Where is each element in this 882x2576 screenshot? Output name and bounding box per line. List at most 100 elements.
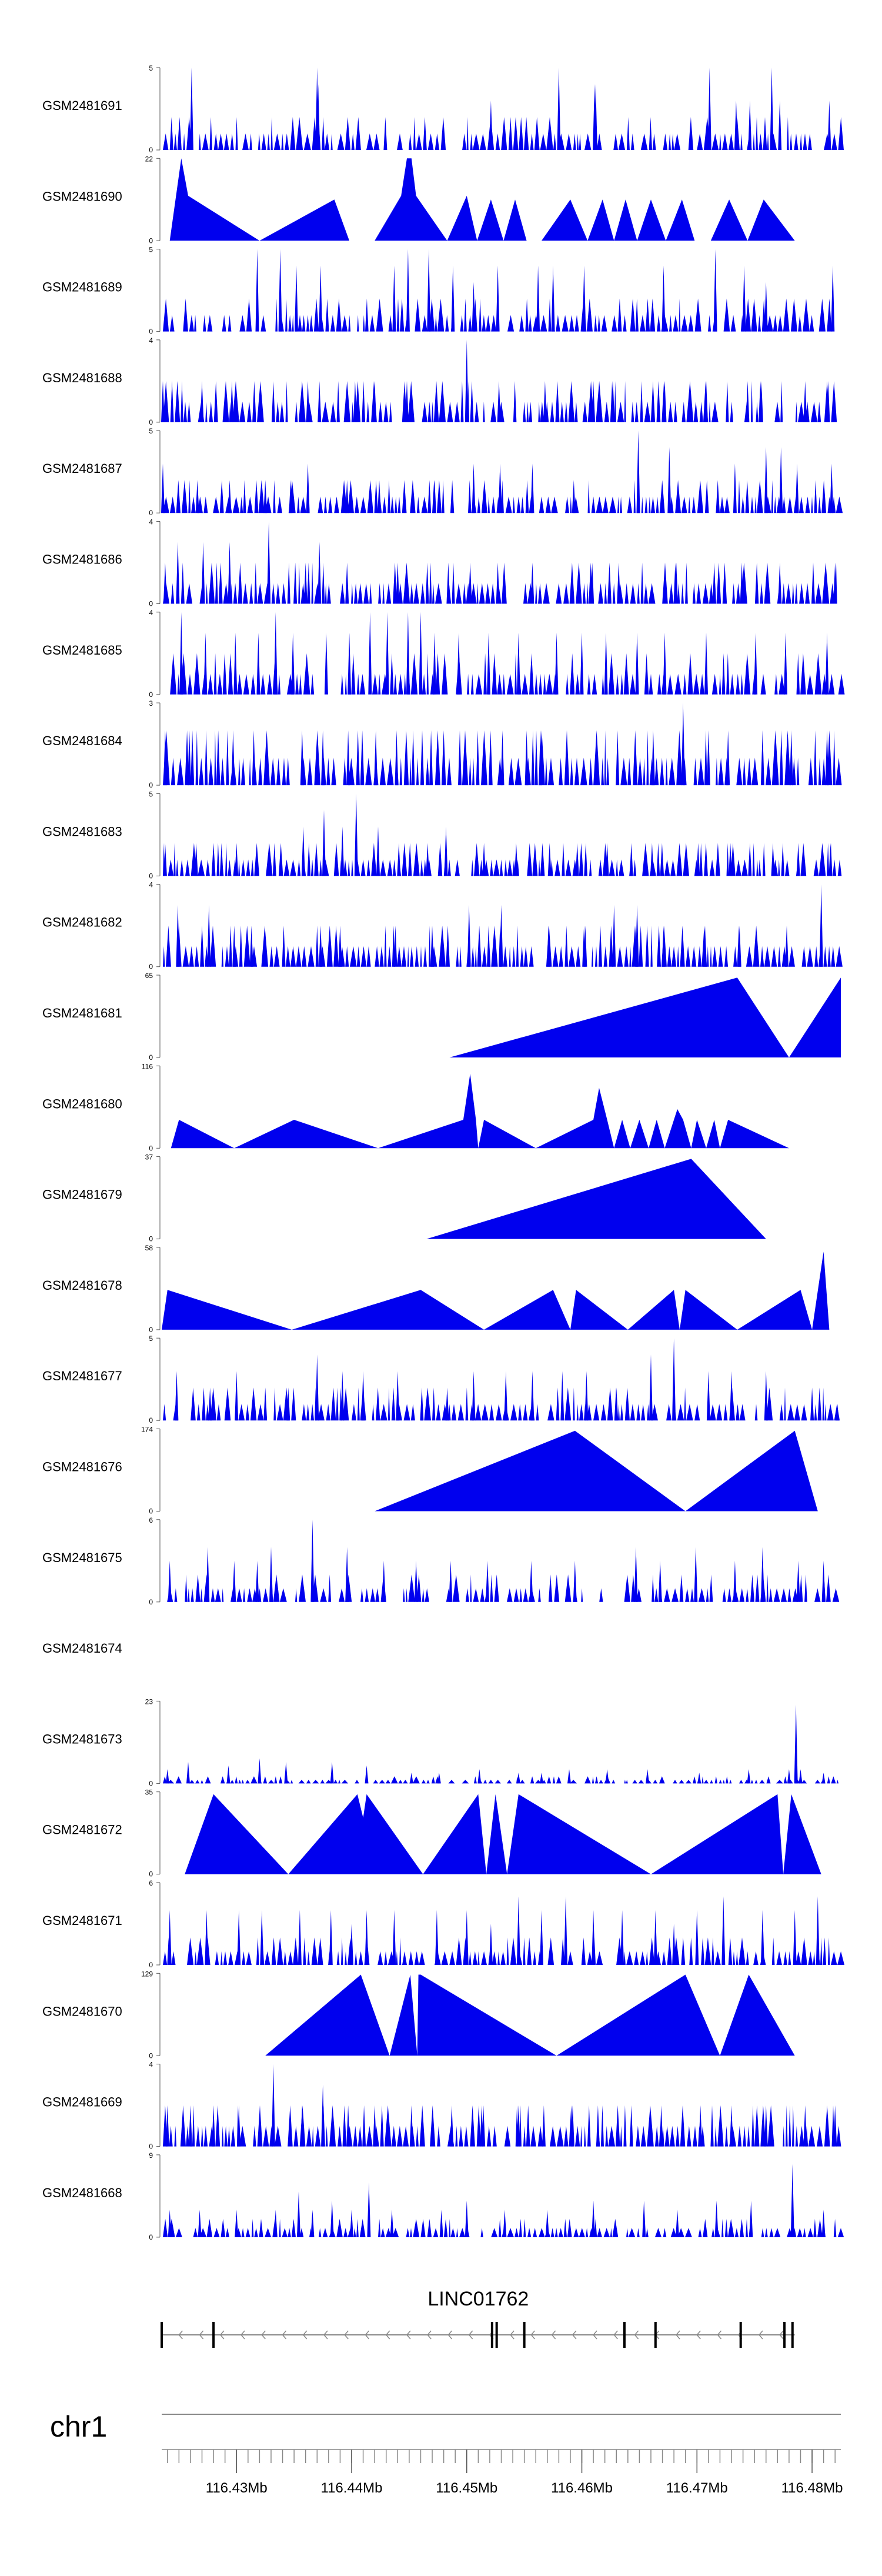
coverage-peak: [580, 632, 584, 695]
coverage-peak: [321, 730, 325, 786]
coverage-peak: [365, 1910, 369, 1965]
track-GSM2481690: GSM2481690 22 0: [42, 155, 795, 245]
coverage-peak: [594, 84, 597, 150]
coverage-peak: [819, 884, 823, 967]
coverage-peak: [611, 381, 615, 422]
coverage-peak: [504, 1371, 508, 1421]
coverage-peak: [409, 2105, 413, 2147]
coverage-peak: [163, 730, 167, 786]
y-max-label: 58: [145, 1244, 153, 1252]
y-zero-label: 0: [149, 690, 153, 699]
track-label: GSM2481688: [42, 371, 122, 385]
coverage-peak: [729, 843, 733, 876]
coverage-peak: [200, 381, 204, 422]
coverage-peak: [433, 632, 436, 695]
coverage-peak: [237, 1910, 241, 1965]
coverage-peak: [583, 925, 587, 967]
coverage-peak: [231, 730, 235, 786]
strand-arrow: [634, 2330, 639, 2340]
coverage-peak: [564, 1896, 568, 1965]
coverage-peak: [733, 1560, 737, 1602]
coverage-peak: [345, 1547, 349, 1602]
coverage-peak: [354, 793, 358, 876]
coverage-peak: [186, 1761, 190, 1784]
coverage-peak: [695, 1910, 699, 1965]
coverage-peak: [365, 1766, 369, 1784]
y-zero-label: 0: [149, 1779, 153, 1787]
coverage-peak: [540, 1773, 543, 1784]
coverage-peak: [228, 480, 232, 513]
coverage-peak: [295, 265, 298, 332]
strand-arrow: [406, 2330, 411, 2340]
coverage-peak: [330, 2200, 334, 2237]
coverage-peak: [219, 843, 223, 876]
coverage-peak: [771, 843, 775, 876]
coverage-peak: [392, 1910, 396, 1965]
y-zero-label: 0: [149, 236, 153, 245]
coverage-peak: [260, 1910, 264, 1965]
coverage-peak: [373, 381, 377, 422]
coverage-background: [162, 562, 841, 604]
coverage-peak: [794, 1704, 798, 1784]
gene-track: LINC01762: [161, 2288, 795, 2348]
track-label: GSM2481678: [42, 1278, 122, 1293]
y-max-label: 4: [149, 609, 153, 617]
coverage-peak: [188, 2105, 192, 2147]
strand-arrow: [779, 2330, 784, 2340]
coverage-peak: [445, 1387, 449, 1421]
coverage-peak: [629, 843, 633, 876]
coverage-peak: [165, 1769, 169, 1784]
y-zero-label: 0: [149, 1598, 153, 1606]
coverage-peak: [458, 730, 462, 786]
coverage-peak: [319, 925, 323, 967]
coverage-peak: [653, 1910, 657, 1965]
coverage-peak: [760, 730, 764, 786]
coverage-peak: [503, 2210, 507, 2237]
coverage-peak: [746, 381, 750, 422]
coverage-peak: [760, 1547, 764, 1602]
coverage-peak: [636, 431, 640, 513]
coverage-background: [162, 730, 842, 786]
coverage-peak: [252, 730, 256, 786]
coverage-peak: [487, 632, 490, 695]
y-max-label: 5: [149, 427, 153, 435]
coverage-peak: [297, 2191, 300, 2237]
coverage-peak: [570, 2105, 574, 2147]
coverage-peak: [188, 730, 191, 786]
coverage-background: [162, 1574, 841, 1602]
coverage-background: [162, 2218, 844, 2237]
coverage-peak: [168, 1560, 172, 1602]
track-label: GSM2481682: [42, 915, 122, 930]
track-GSM2481677: GSM2481677 5 0: [42, 1334, 841, 1424]
axis-tick-label: 116.46Mb: [551, 2480, 613, 2496]
coverage-peak: [706, 730, 710, 786]
coverage-peak: [338, 925, 342, 967]
coverage-peak: [235, 2210, 239, 2237]
y-zero-label: 0: [149, 1870, 153, 1878]
track-label: GSM2481681: [42, 1006, 122, 1020]
coverage-peak: [730, 1371, 733, 1421]
coverage-peak: [195, 480, 199, 513]
coverage-peak: [419, 612, 423, 695]
coverage-background: [162, 298, 841, 332]
track-label: GSM2481671: [42, 1913, 122, 1928]
coverage-peak: [810, 1387, 814, 1421]
y-zero-label: 0: [149, 872, 153, 880]
y-max-label: 4: [149, 336, 153, 345]
track-label: GSM2481684: [42, 733, 122, 748]
coverage-peak: [289, 480, 293, 513]
track-GSM2481687: GSM2481687 5 0: [42, 427, 843, 517]
coverage-peak: [582, 265, 586, 332]
y-max-label: 4: [149, 518, 153, 526]
strand-arrow: [572, 2330, 577, 2340]
y-zero-label: 0: [149, 963, 153, 971]
track-GSM2481681: GSM2481681 65 0: [42, 972, 841, 1062]
exon-block: [490, 2322, 493, 2348]
y-max-label: 5: [149, 64, 153, 72]
coverage-peak: [444, 826, 448, 876]
coverage-peak: [803, 2105, 807, 2147]
coverage-peak: [232, 1560, 236, 1602]
coverage-background: [162, 381, 842, 422]
coverage-background: [162, 117, 844, 150]
strand-arrow: [593, 2330, 597, 2340]
